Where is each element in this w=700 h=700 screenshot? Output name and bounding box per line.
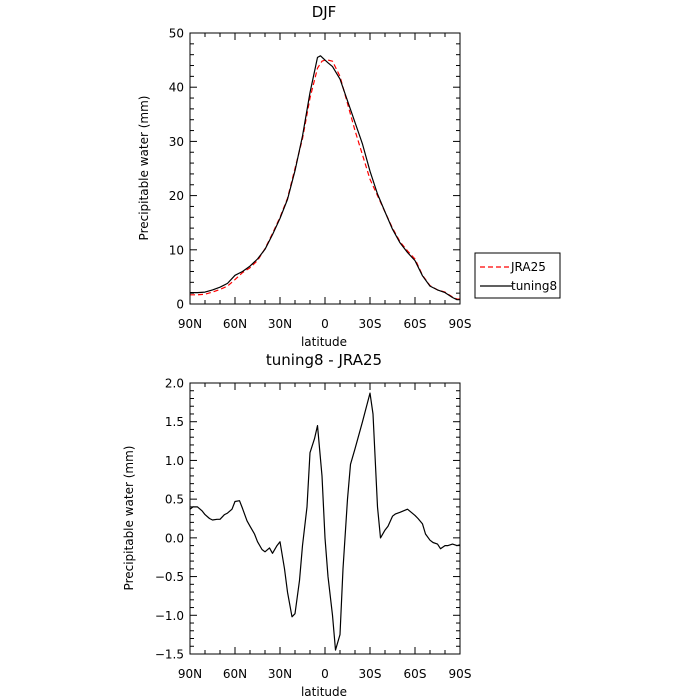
legend-label-jra25: JRA25 xyxy=(510,260,546,274)
y-tick-label: 30 xyxy=(169,135,184,149)
legend-box xyxy=(474,252,561,299)
plot-frame xyxy=(189,382,461,655)
y-tick-label: 50 xyxy=(169,27,184,41)
series-line-0 xyxy=(189,392,461,651)
chart-title: tuning8 - JRA25 xyxy=(266,351,382,369)
y-tick-label: 0.5 xyxy=(165,493,184,507)
tick-layer: 90N 60N 30N 0 30S 60S 90S 0 10 20 30 40 50 xyxy=(169,27,472,332)
tick-layer: 90N 60N 30N 0 30S 60S 90S −1.5 −1.0 −0.5 0.0 0.5 1.0… xyxy=(155,377,472,682)
series-layer xyxy=(190,55,460,301)
y-tick-label: 2.0 xyxy=(165,377,184,391)
legend-label-tuning8: tuning8 xyxy=(511,279,557,293)
x-tick-label: 30N xyxy=(268,667,292,681)
y-tick-label: 1.5 xyxy=(165,415,184,429)
y-tick-label: −1.0 xyxy=(155,609,184,623)
y-axis-label: Precipitable water (mm) xyxy=(137,96,151,241)
series-layer xyxy=(189,392,461,651)
plot-frame xyxy=(189,32,461,305)
y-tick-label: −1.5 xyxy=(155,648,184,662)
y-tick-label: 20 xyxy=(169,189,184,203)
difference-panel: tuning8 - JRA25 latitude Precipitable wa… xyxy=(122,351,471,699)
x-axis-label: latitude xyxy=(301,335,347,349)
x-tick-label: 90N xyxy=(178,317,202,331)
x-tick-label: 30N xyxy=(268,317,292,331)
y-tick-label: 40 xyxy=(169,81,184,95)
y-axis-label: Precipitable water (mm) xyxy=(122,446,136,591)
x-tick-label: 60N xyxy=(223,667,247,681)
djf-panel: DJF latitude Precipitable water (mm) 90N… xyxy=(137,3,561,349)
x-tick-label: 60N xyxy=(223,317,247,331)
x-tick-label: 90N xyxy=(178,667,202,681)
x-tick-label: 90S xyxy=(449,667,472,681)
x-axis-label: latitude xyxy=(301,685,347,699)
legend: JRA25 tuning8 xyxy=(474,252,561,299)
y-tick-label: 0 xyxy=(176,298,184,312)
chart-title: DJF xyxy=(312,3,337,21)
x-tick-label: 0 xyxy=(321,317,329,331)
series-line-jra25 xyxy=(190,59,460,300)
y-tick-label: 0.0 xyxy=(165,531,184,545)
x-tick-label: 60S xyxy=(404,667,427,681)
y-tick-label: 10 xyxy=(169,243,184,257)
y-tick-label: 1.0 xyxy=(165,454,184,468)
x-tick-label: 30S xyxy=(359,667,382,681)
x-tick-label: 90S xyxy=(449,317,472,331)
series-line-tuning8 xyxy=(190,55,460,301)
x-tick-label: 60S xyxy=(404,317,427,331)
y-tick-label: −0.5 xyxy=(155,570,184,584)
x-tick-label: 0 xyxy=(321,667,329,681)
x-tick-label: 30S xyxy=(359,317,382,331)
